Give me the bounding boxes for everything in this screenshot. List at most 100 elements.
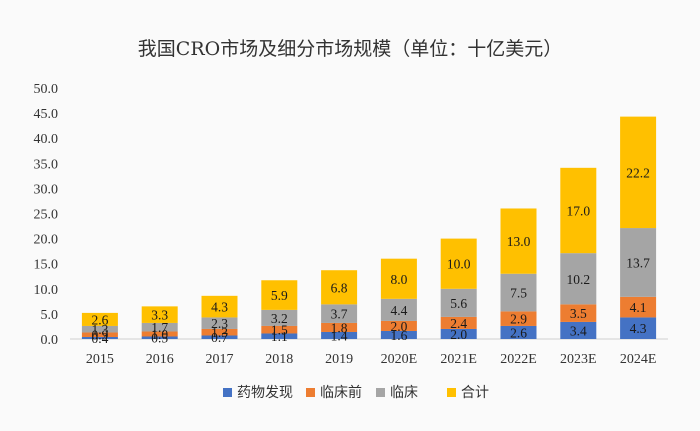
- bar-segment: [321, 304, 358, 323]
- data-label: 3.2: [271, 311, 288, 326]
- bar-segment: [81, 332, 118, 337]
- data-label: 2.6: [91, 312, 108, 327]
- data-label: 1.4: [331, 328, 348, 343]
- data-label: 4.3: [630, 321, 647, 336]
- y-tick-label: 20.0: [34, 233, 59, 248]
- bar-segment: [380, 298, 417, 321]
- data-label: 13.7: [626, 255, 650, 270]
- legend-label: 临床前: [320, 384, 362, 401]
- bar-segment: [201, 295, 238, 318]
- legend-swatch: [306, 388, 315, 397]
- data-label: 0.7: [211, 330, 228, 345]
- data-label: 22.2: [626, 165, 650, 180]
- x-tick-label: 2024E: [620, 352, 657, 367]
- bar-segment: [321, 270, 358, 305]
- y-tick-label: 50.0: [34, 82, 59, 97]
- legend-swatch: [376, 388, 385, 397]
- y-tick-label: 30.0: [34, 182, 59, 197]
- bar-segment: [440, 316, 477, 329]
- legend-label: 临床: [390, 385, 418, 401]
- bar-segment: [201, 328, 238, 336]
- x-tick-label: 2019: [325, 352, 353, 367]
- x-tick-label: 2020E: [381, 352, 418, 367]
- legend-swatch: [447, 388, 456, 397]
- bar-segment: [201, 335, 238, 339]
- y-tick-label: 15.0: [34, 258, 59, 273]
- bar-segment: [500, 325, 537, 339]
- data-label: 1.0: [151, 327, 168, 342]
- bar-segment: [380, 330, 417, 339]
- data-label: 7.5: [510, 286, 527, 301]
- data-label: 4.1: [630, 300, 647, 315]
- bar-segment: [321, 331, 358, 339]
- x-tick-label: 2018: [265, 352, 293, 367]
- bar-segment: [141, 306, 178, 323]
- data-label: 3.3: [151, 308, 168, 323]
- bar-segment: [500, 273, 537, 312]
- data-label: 3.7: [331, 307, 348, 322]
- data-label: 1.7: [151, 320, 168, 335]
- chart-title: 我国CRO市场及细分市场规模（单位：十亿美元）: [138, 38, 562, 60]
- bar-segment: [201, 317, 238, 329]
- y-tick-label: 25.0: [34, 208, 59, 223]
- bar-segment: [81, 312, 118, 326]
- bar-segment: [261, 309, 298, 326]
- x-tick-label: 2015: [86, 352, 114, 367]
- bar-segment: [560, 304, 597, 322]
- bar-segment: [141, 331, 178, 337]
- y-tick-label: 35.0: [34, 157, 59, 172]
- bar-segment: [440, 328, 477, 339]
- legend-item: 临床: [376, 385, 418, 401]
- x-tick-label: 2022E: [500, 352, 537, 367]
- y-tick-label: 5.0: [41, 308, 59, 323]
- data-label: 0.9: [91, 328, 108, 343]
- data-label: 8.0: [390, 272, 407, 287]
- y-tick-label: 0.0: [41, 333, 59, 348]
- bar-segment: [560, 253, 597, 305]
- legend-label: 药物发现: [237, 385, 293, 401]
- bar-segment: [380, 320, 417, 331]
- data-label: 2.3: [211, 316, 228, 331]
- bar-segment: [620, 317, 657, 339]
- data-label: 2.0: [390, 319, 407, 334]
- data-label: 3.4: [570, 323, 587, 338]
- data-label: 4.3: [211, 300, 228, 315]
- data-label: 1.3: [211, 325, 228, 340]
- data-label: 5.6: [450, 296, 467, 311]
- data-label: 2.0: [450, 327, 467, 342]
- data-label: 17.0: [566, 203, 590, 218]
- data-label: 1.3: [91, 322, 108, 337]
- x-tick-label: 2021E: [440, 352, 477, 367]
- legend-label: 合计: [461, 385, 489, 401]
- bar-segment: [560, 167, 597, 254]
- bar-segment: [321, 322, 358, 332]
- bar-segment: [560, 321, 597, 339]
- data-label: 2.6: [510, 325, 527, 340]
- data-label: 1.1: [271, 329, 288, 344]
- bar-segment: [141, 336, 178, 339]
- data-label: 10.2: [566, 272, 590, 287]
- data-label: 1.5: [271, 323, 288, 338]
- legend-item: 合计: [447, 385, 489, 401]
- y-tick-label: 45.0: [34, 107, 59, 122]
- legend: 药物发现 临床前 临床 合计: [223, 384, 489, 401]
- bar-segment: [261, 333, 298, 339]
- bar-segment: [620, 296, 657, 318]
- bar-segment: [81, 325, 118, 333]
- data-label: 1.8: [331, 320, 348, 335]
- bar-segment: [141, 322, 178, 332]
- bars: [81, 116, 657, 339]
- x-tick-label: 2016: [146, 352, 174, 367]
- bar-segment: [620, 116, 657, 229]
- y-tick-label: 40.0: [34, 132, 59, 147]
- data-label: 13.0: [507, 234, 531, 249]
- data-label: 10.0: [447, 257, 471, 272]
- data-label: 5.9: [271, 288, 288, 303]
- data-label: 1.6: [390, 328, 407, 343]
- bar-segment: [440, 238, 477, 289]
- data-label: 6.8: [331, 280, 348, 295]
- legend-item: 临床前: [306, 384, 362, 401]
- bar-segment: [261, 280, 298, 310]
- x-tick-label: 2023E: [560, 352, 597, 367]
- bar-segment: [261, 325, 298, 334]
